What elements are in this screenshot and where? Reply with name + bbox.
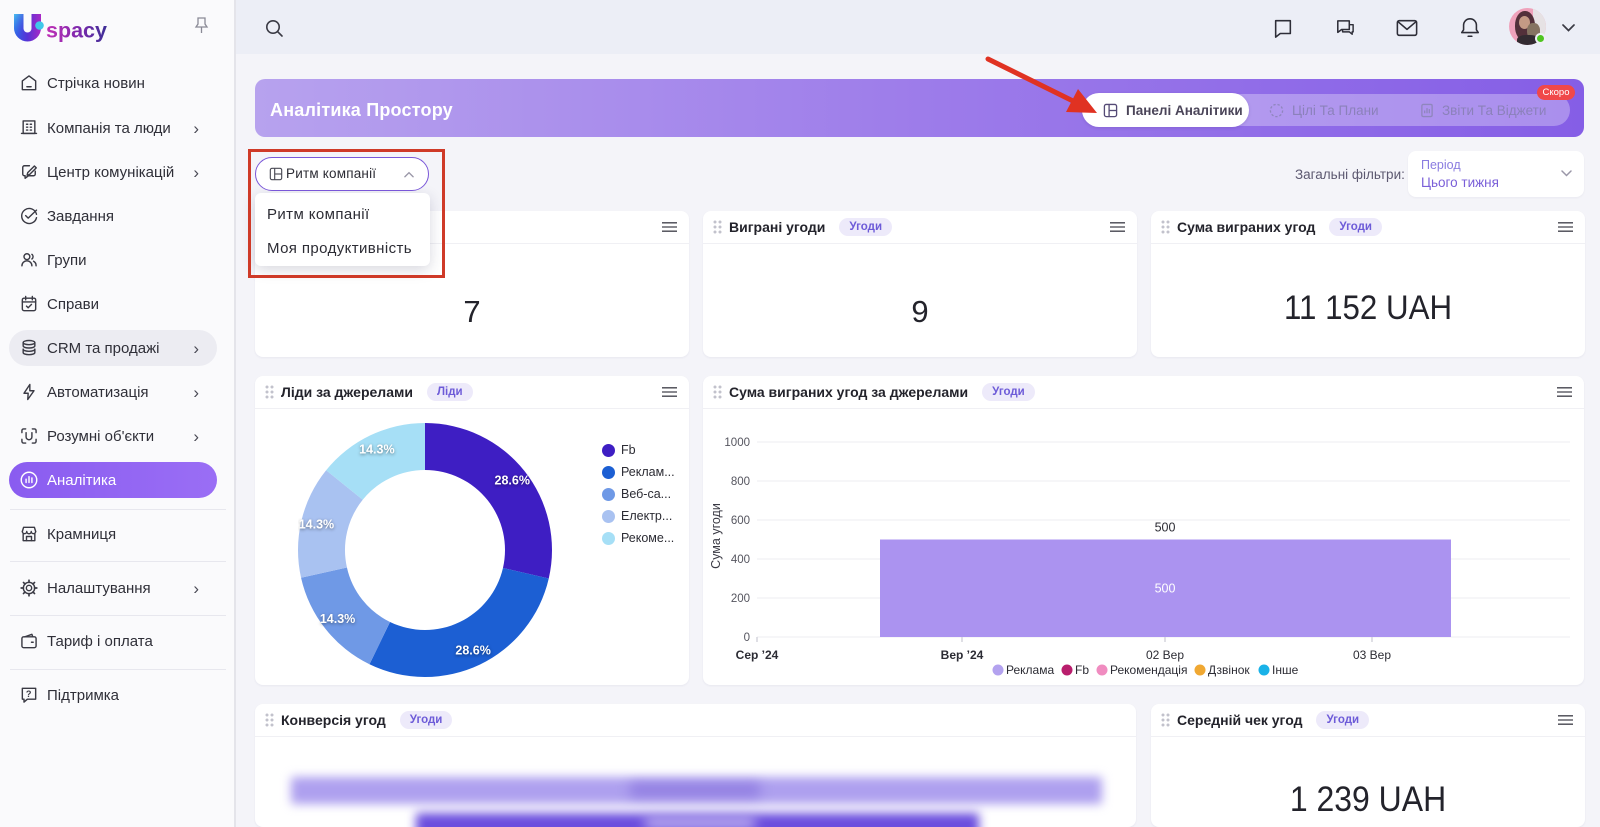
svg-text:400: 400 <box>731 554 750 566</box>
svg-text:600: 600 <box>731 515 750 527</box>
svg-text:500: 500 <box>1155 581 1176 595</box>
svg-text:1000: 1000 <box>724 437 750 449</box>
svg-text:Fb: Fb <box>1075 663 1089 677</box>
svg-text:Вер ’24: Вер ’24 <box>941 648 984 662</box>
svg-text:Реклама: Реклама <box>1006 663 1054 677</box>
svg-text:Інше: Інше <box>1272 663 1299 677</box>
svg-text:14.3%: 14.3% <box>359 442 394 456</box>
svg-text:02 Вер: 02 Вер <box>1146 648 1184 662</box>
svg-text:Дзвінок: Дзвінок <box>1208 663 1250 677</box>
svg-text:Рекомендація: Рекомендація <box>1110 663 1187 677</box>
svg-text:Сума угоди: Сума угоди <box>709 503 723 569</box>
svg-text:14.3%: 14.3% <box>320 612 355 626</box>
svg-text:800: 800 <box>731 476 750 488</box>
svg-text:14.3%: 14.3% <box>299 518 334 532</box>
svg-text:Сер ’24: Сер ’24 <box>736 648 779 662</box>
svg-text:?: ? <box>26 689 32 699</box>
svg-text:spacy: spacy <box>46 19 107 43</box>
svg-text:03 Вер: 03 Вер <box>1353 648 1391 662</box>
svg-text:28.6%: 28.6% <box>495 474 530 488</box>
svg-text:0: 0 <box>744 632 750 644</box>
svg-text:200: 200 <box>731 593 750 605</box>
svg-text:500: 500 <box>1155 521 1176 535</box>
svg-text:28.6%: 28.6% <box>455 644 490 658</box>
